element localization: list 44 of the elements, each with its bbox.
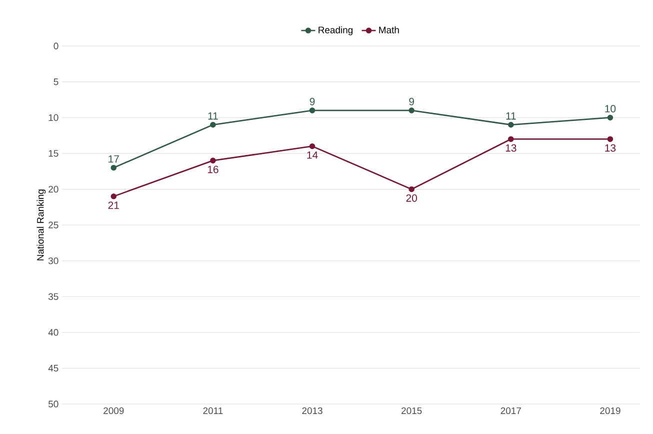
point (110, 164, 117, 171)
x-tick-label: 2013 (302, 407, 322, 414)
data-label: 21 (108, 202, 119, 209)
y-tick-label: 10 (48, 114, 58, 121)
data-label: 14 (307, 151, 318, 159)
data-label: 17 (108, 155, 119, 163)
data-label: 9 (310, 98, 315, 106)
data-label: 13 (605, 144, 616, 152)
x-tick-label: 2011 (203, 407, 223, 414)
y-axis-title: National Ranking (36, 190, 46, 260)
point (210, 158, 216, 164)
point (309, 143, 316, 150)
legend-label: Math (379, 26, 399, 34)
data-label: 10 (605, 105, 616, 112)
x-tick-label: 2019 (600, 407, 620, 414)
point (309, 108, 316, 114)
data-label: 11 (506, 112, 516, 120)
point (607, 136, 614, 142)
y-tick-label: 25 (48, 222, 58, 228)
y-tick-label: 20 (48, 186, 58, 193)
x-tick-label: 2009 (104, 407, 124, 414)
x-tick-label: 2017 (500, 407, 521, 414)
data-label: 20 (406, 194, 417, 202)
data-label: 9 (409, 98, 414, 106)
data-label: 13 (506, 144, 516, 152)
point (408, 108, 414, 114)
y-tick-label: 30 (48, 257, 58, 264)
y-tick-label: 40 (48, 329, 58, 336)
y-tick-label: 15 (48, 150, 58, 157)
y-tick-label: 35 (48, 293, 58, 300)
x-tick-label: 2015 (402, 407, 422, 414)
point (508, 122, 514, 128)
y-tick-label: 0 (54, 42, 58, 50)
legend-label: Reading (318, 26, 353, 36)
y-tick-label: 45 (48, 364, 58, 372)
point (508, 136, 514, 142)
point (110, 193, 117, 200)
point (607, 114, 614, 120)
point (408, 186, 414, 192)
data-label: 11 (208, 112, 218, 120)
y-tick-label: 5 (54, 78, 58, 86)
point (210, 122, 216, 128)
y-tick-label: 50 (48, 400, 58, 408)
data-label: 16 (208, 166, 218, 174)
